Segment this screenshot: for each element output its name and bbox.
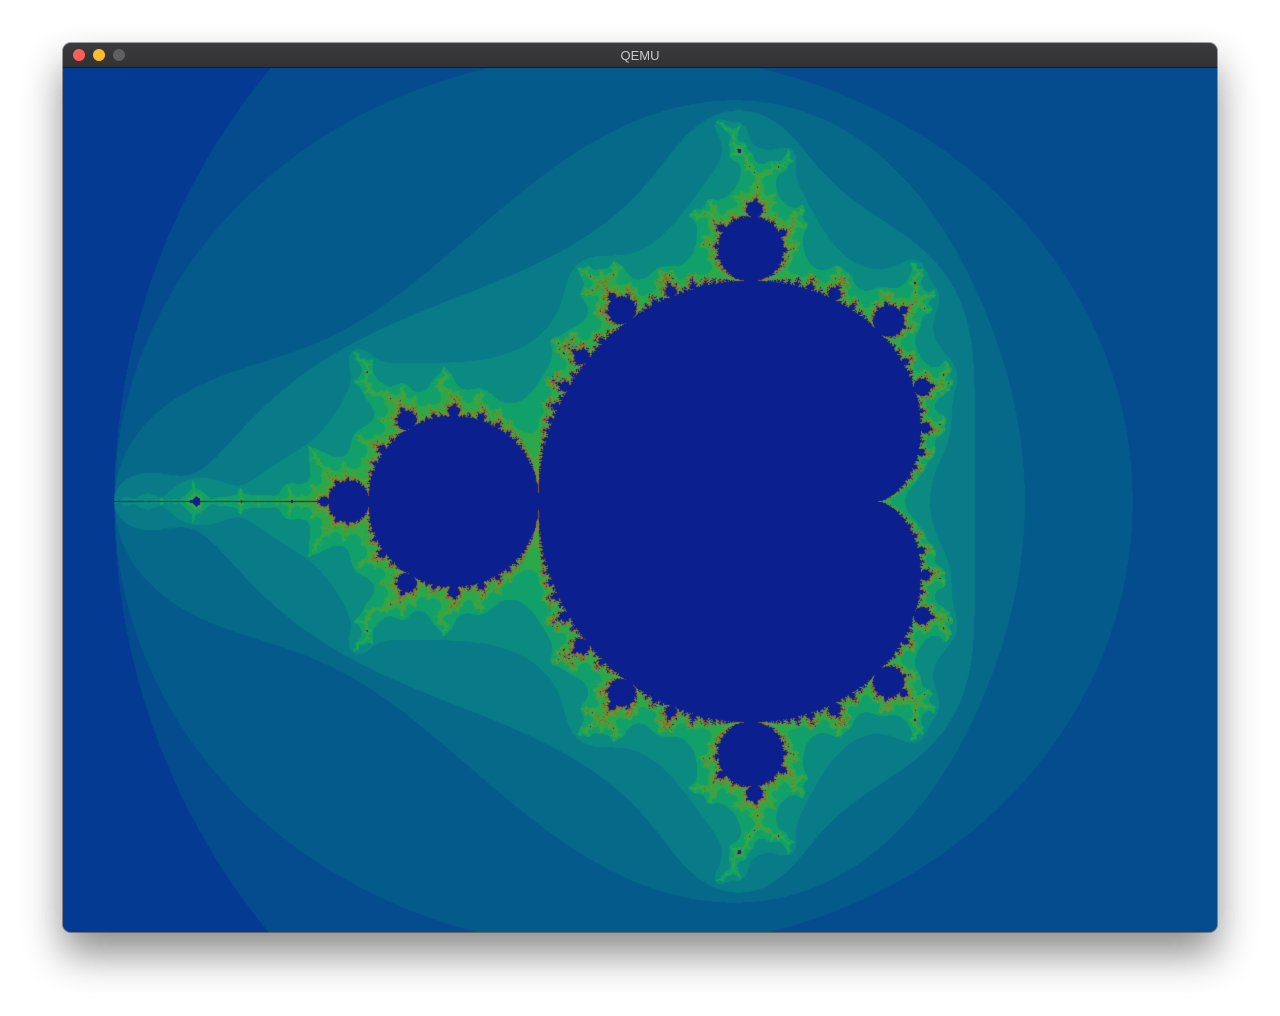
qemu-window: QEMU [63, 43, 1217, 932]
minimize-button[interactable] [93, 49, 105, 61]
zoom-button[interactable] [113, 49, 125, 61]
window-title: QEMU [620, 48, 660, 63]
guest-display[interactable] [63, 68, 1217, 932]
close-button[interactable] [73, 49, 85, 61]
mandelbrot-canvas[interactable] [63, 68, 1217, 932]
title-bar[interactable]: QEMU [63, 43, 1217, 68]
